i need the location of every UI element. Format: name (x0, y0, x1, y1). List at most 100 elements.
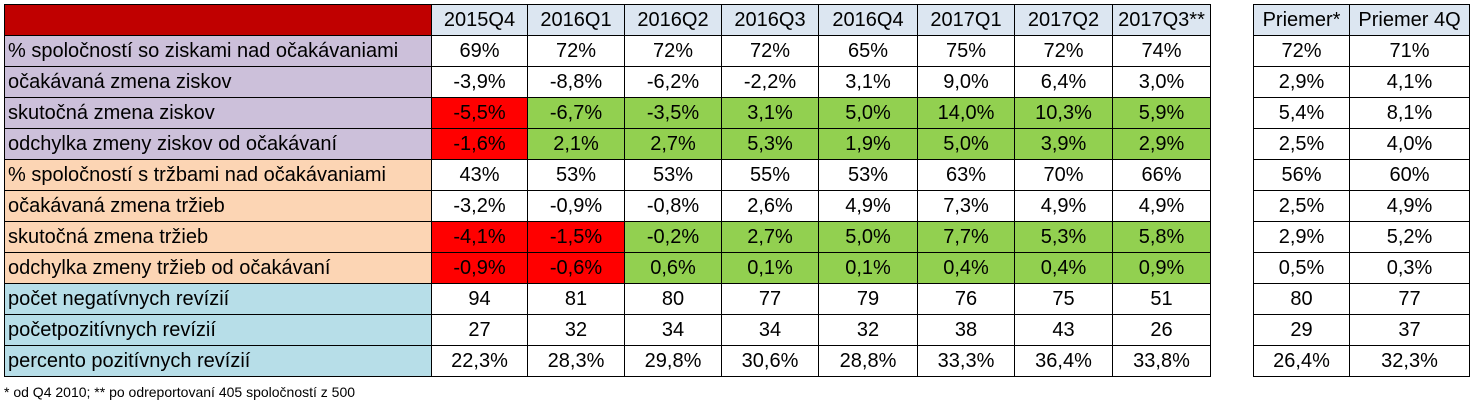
value-cell: 9,0% (917, 66, 1015, 98)
value-cell: 4,9% (1014, 190, 1113, 222)
period-header: 2016Q4 (818, 4, 918, 36)
value-cell: 2,7% (721, 221, 819, 253)
average-cell: 0,3% (1349, 252, 1470, 284)
avg-row: 2,5% 4,9% (1253, 190, 1470, 222)
value-cell: -3,5% (624, 97, 722, 129)
period-header: 2016Q3 (721, 4, 819, 36)
table-row: početpozitívnych revízií 27 32 34 34 32 38 43 26 (4, 314, 1211, 346)
period-header: 2016Q1 (527, 4, 625, 36)
table-row: skutočná zmena tržieb -4,1% -1,5% -0,2% 2,7%… (4, 221, 1211, 253)
average-cell: 71% (1349, 35, 1470, 67)
value-cell: 0,1% (721, 252, 819, 284)
value-cell: 69% (431, 35, 528, 67)
value-cell: 2,9% (1112, 128, 1211, 160)
period-header: 2017Q3** (1112, 4, 1211, 36)
average-cell: 0,5% (1253, 252, 1350, 284)
average-cell: 32,3% (1349, 345, 1470, 377)
value-cell: 5,3% (721, 128, 819, 160)
value-cell: 53% (624, 159, 722, 191)
value-cell: 7,7% (917, 221, 1015, 253)
period-header: 2017Q1 (917, 4, 1015, 36)
value-cell: 29,8% (624, 345, 722, 377)
value-cell: -6,2% (624, 66, 722, 98)
average-header: Priemer* (1253, 4, 1350, 36)
value-cell: 81 (527, 283, 625, 315)
period-header: 2017Q2 (1014, 4, 1113, 36)
value-cell: 77 (721, 283, 819, 315)
value-cell: 94 (431, 283, 528, 315)
table-row: odchylka zmeny ziskov od očakávaní -1,6% 2… (4, 128, 1211, 160)
earnings-table-header: 2015Q4 2016Q1 2016Q2 2016Q3 2016Q4 2017Q1 2017… (4, 4, 1211, 36)
value-cell: 53% (527, 159, 625, 191)
period-header: 2016Q2 (624, 4, 722, 36)
value-cell: 76 (917, 283, 1015, 315)
value-cell: 43% (431, 159, 528, 191)
average-cell: 56% (1253, 159, 1350, 191)
value-cell: -3,9% (431, 66, 528, 98)
value-cell: 4,9% (818, 190, 918, 222)
value-cell: 51 (1112, 283, 1211, 315)
table-row: % spoločností so ziskami nad očakávaniam… (4, 35, 1211, 67)
average-cell: 2,9% (1253, 66, 1350, 98)
value-cell: 7,3% (917, 190, 1015, 222)
value-cell: 30,6% (721, 345, 819, 377)
value-cell: 75% (917, 35, 1015, 67)
averages-table: Priemer* Priemer 4Q 72% 71% 2,9% 4,1% 5,4% 8,1… (1253, 4, 1470, 377)
value-cell: 74% (1112, 35, 1211, 67)
average-header: Priemer 4Q (1349, 4, 1470, 36)
avg-header-row: Priemer* Priemer 4Q (1253, 4, 1470, 36)
value-cell: 72% (527, 35, 625, 67)
avg-row: 29 37 (1253, 314, 1470, 346)
average-cell: 2,5% (1253, 190, 1350, 222)
value-cell: 6,4% (1014, 66, 1113, 98)
value-cell: 53% (818, 159, 918, 191)
earnings-table: 2015Q4 2016Q1 2016Q2 2016Q3 2016Q4 2017Q1 2017… (4, 4, 1211, 377)
value-cell: 26 (1112, 314, 1211, 346)
row-label: odchylka zmeny tržieb od očakávaní (4, 252, 432, 284)
average-cell: 5,4% (1253, 97, 1350, 129)
row-label: početpozitívnych revízií (4, 314, 432, 346)
avg-row: 80 77 (1253, 283, 1470, 315)
value-cell: 5,8% (1112, 221, 1211, 253)
value-cell: 34 (721, 314, 819, 346)
value-cell: -0,9% (527, 190, 625, 222)
average-cell: 2,9% (1253, 221, 1350, 253)
value-cell: 75 (1014, 283, 1113, 315)
value-cell: -4,1% (431, 221, 528, 253)
row-label: skutočná zmena ziskov (4, 97, 432, 129)
average-cell: 60% (1349, 159, 1470, 191)
period-header: 2015Q4 (431, 4, 528, 36)
value-cell: 2,6% (721, 190, 819, 222)
value-cell: 36,4% (1014, 345, 1113, 377)
average-cell: 4,1% (1349, 66, 1470, 98)
row-label: počet negatívnych revízií (4, 283, 432, 315)
average-cell: 80 (1253, 283, 1350, 315)
value-cell: -3,2% (431, 190, 528, 222)
avg-row: 72% 71% (1253, 35, 1470, 67)
average-cell: 2,5% (1253, 128, 1350, 160)
value-cell: -0,8% (624, 190, 722, 222)
value-cell: 3,1% (818, 66, 918, 98)
avg-row: 56% 60% (1253, 159, 1470, 191)
average-cell: 72% (1253, 35, 1350, 67)
value-cell: 5,9% (1112, 97, 1211, 129)
avg-row: 26,4% 32,3% (1253, 345, 1470, 377)
row-label: očakávaná zmena ziskov (4, 66, 432, 98)
header-row: 2015Q4 2016Q1 2016Q2 2016Q3 2016Q4 2017Q1 2017… (4, 4, 1211, 36)
average-cell: 37 (1349, 314, 1470, 346)
value-cell: -2,2% (721, 66, 819, 98)
table-row: percento pozitívnych revízií 22,3% 28,3% 29… (4, 345, 1211, 377)
value-cell: 63% (917, 159, 1015, 191)
row-label: odchylka zmeny ziskov od očakávaní (4, 128, 432, 160)
avg-row: 2,9% 5,2% (1253, 221, 1470, 253)
value-cell: 4,9% (1112, 190, 1211, 222)
table-row: % spoločností s tržbami nad očakávaniami… (4, 159, 1211, 191)
average-cell: 29 (1253, 314, 1350, 346)
value-cell: 72% (624, 35, 722, 67)
row-label: % spoločností s tržbami nad očakávaniami (4, 159, 432, 191)
value-cell: 28,3% (527, 345, 625, 377)
value-cell: 80 (624, 283, 722, 315)
average-cell: 5,2% (1349, 221, 1470, 253)
value-cell: 79 (818, 283, 918, 315)
value-cell: -8,8% (527, 66, 625, 98)
